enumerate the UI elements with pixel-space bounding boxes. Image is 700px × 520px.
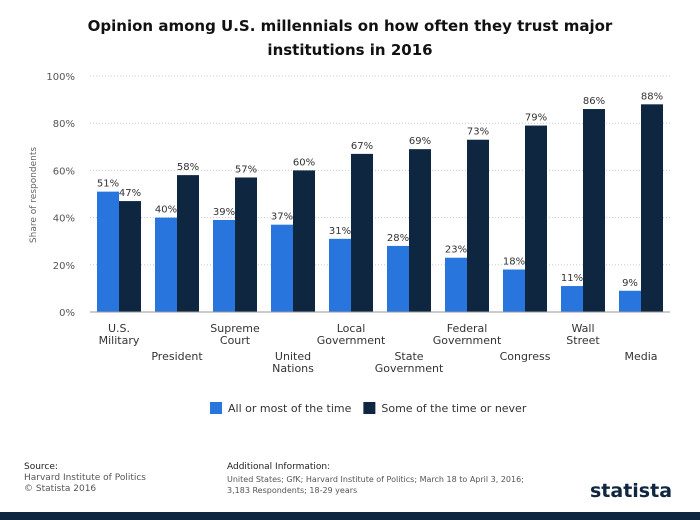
value-label: 51% [97,179,119,190]
x-tick-label: U.S. Military [99,322,140,347]
value-label: 79% [525,113,547,124]
value-label: 18% [503,257,525,268]
copyright: © Statista 2016 [24,484,96,494]
source: Harvard Institute of Politics [24,473,146,483]
bar [387,245,409,312]
value-label: 58% [177,162,199,173]
value-label: 88% [641,91,663,102]
bar [503,269,525,312]
y-tick-label: 100% [46,72,75,83]
bar [351,153,373,312]
value-label: 11% [561,273,583,284]
bar [409,149,431,312]
value-label: 9% [622,278,638,289]
chart-title: Opinion among U.S. millennials on how of… [87,17,613,59]
value-label: 60% [293,157,315,168]
value-label: 57% [235,164,257,175]
value-label: 39% [213,207,235,218]
x-tick-label: President [151,350,203,363]
y-tick-label: 60% [53,166,75,177]
x-tick-label: Federal Government [433,322,502,347]
bar [619,290,641,312]
legend-swatch [210,402,222,414]
x-tick-label: Congress [500,350,551,363]
legend-label: Some of the time or never [381,402,526,415]
y-tick-label: 0% [59,308,75,319]
bar [445,257,467,312]
x-tick-label: State Government [375,350,444,375]
value-label: 40% [155,205,177,216]
y-tick-label: 40% [53,214,75,225]
info-label: Additional Information: [227,462,330,472]
bar [213,219,235,312]
value-label: 31% [329,226,351,237]
value-label: 37% [271,212,293,223]
x-tick-label: Wall Street [566,322,600,347]
bar [525,125,547,312]
value-label: 28% [387,233,409,244]
value-label: 67% [351,141,373,152]
info: 3,183 Respondents; 18-29 years [227,486,357,495]
info: United States; GfK; Harvard Institute of… [227,475,524,484]
x-tick-label: United Nations [272,350,314,375]
value-label: 23% [445,245,467,256]
bar [583,109,605,312]
bar [467,139,489,312]
value-label: 86% [583,96,605,107]
legend-swatch [363,402,376,414]
value-label: 73% [467,127,489,138]
value-label: 47% [119,188,141,199]
x-tick-label: Local Government [317,322,386,347]
bar [119,201,141,312]
bar [329,238,351,312]
bar [271,224,293,312]
bar [155,217,177,312]
bar [97,191,119,312]
bar [235,177,257,312]
x-tick-label: Supreme Court [210,322,260,347]
bar [561,286,583,312]
y-axis-title: Share of respondents [29,147,39,244]
y-tick-label: 20% [53,261,75,272]
bar [177,175,199,312]
brand: statista [590,480,672,502]
value-label: 69% [409,136,431,147]
legend-label: All or most of the time [228,402,352,415]
bottom-bar [0,512,700,520]
y-tick-label: 80% [53,119,75,130]
x-tick-label: Media [624,350,657,363]
bar [641,104,663,312]
bar [293,170,315,312]
source-label: Source: [24,462,58,472]
